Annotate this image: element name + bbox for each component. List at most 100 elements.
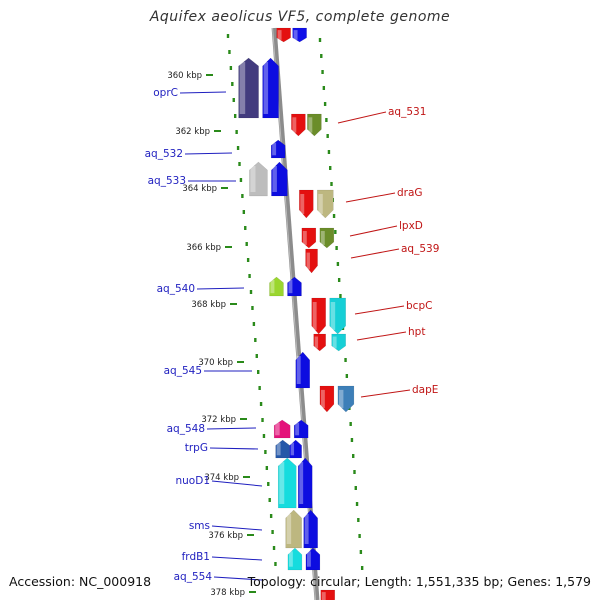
gene-right-label: hpt [408, 326, 425, 338]
gc-content-dot [269, 514, 273, 518]
kbp-tick-label: 362 kbp [175, 127, 210, 137]
kbp-tick-label: 378 kbp [210, 588, 245, 598]
gene-feature [269, 276, 284, 297]
gc-content-dot [236, 146, 240, 150]
gene-feature-shading [314, 336, 319, 349]
kbp-tick-label: 376 kbp [208, 531, 243, 541]
gc-content-dot [233, 114, 237, 118]
gc-content-dot [339, 294, 342, 298]
gene-left-label: nuoD1 [176, 475, 211, 487]
map-title: Aquifex aeolicus VF5, complete genome [149, 9, 451, 25]
gene-feature [273, 419, 291, 439]
gc-content-dot [251, 306, 254, 310]
gene-feature-shading [288, 279, 293, 294]
kbp-tick-label: 366 kbp [186, 243, 221, 253]
gene-feature-shading [302, 231, 307, 245]
gc-content-dot [326, 134, 329, 138]
gc-content-dot [252, 322, 256, 326]
gene-feature-shading [304, 514, 309, 544]
gc-content-dot [261, 418, 264, 422]
gene-feature [305, 547, 321, 571]
gene-left-leader-line [211, 480, 263, 487]
gene-left-label: aq_554 [174, 571, 213, 583]
gene-left-label: aq_532 [145, 148, 183, 160]
gc-content-dot [246, 258, 250, 262]
gc-content-dot [257, 370, 260, 374]
gc-content-dot [228, 50, 231, 54]
gene-right-leader-line [354, 305, 405, 315]
gene-right-label: aq_539 [401, 243, 439, 255]
gc-content-dot [239, 178, 243, 182]
gene-feature [287, 276, 302, 297]
gene-left-leader-line [211, 525, 263, 531]
gene-feature-shading [295, 422, 300, 436]
gc-content-dot [345, 374, 349, 378]
gene-feature [262, 57, 279, 119]
gc-content-dot [264, 450, 267, 454]
gene-feature [303, 509, 318, 549]
gene-right-leader-line [360, 389, 411, 398]
gene-feature-shading [338, 389, 344, 409]
gene-feature [337, 385, 355, 413]
gene-feature-shading [275, 422, 280, 436]
gc-content-dot [255, 354, 258, 358]
gene-right-label: lpxD [399, 220, 423, 232]
gc-content-dot [235, 130, 238, 134]
gc-content-dot [241, 194, 244, 198]
gene-feature [301, 227, 317, 249]
gene-feature [295, 351, 310, 389]
gene-feature-shading [239, 62, 246, 114]
gc-content-dot [262, 434, 266, 438]
gene-feature [299, 189, 314, 219]
gene-feature-shading [272, 166, 277, 192]
gc-content-dot [238, 162, 241, 166]
gc-content-dot [232, 98, 235, 102]
gc-content-dot [259, 402, 263, 406]
gene-feature [311, 297, 326, 335]
gc-content-dot [358, 534, 361, 538]
gene-left-label: sms [189, 520, 210, 532]
gc-content-dot [231, 82, 234, 86]
gc-content-dot [272, 546, 276, 550]
gene-feature-shading [312, 302, 317, 330]
gene-feature [276, 27, 291, 43]
gene-feature [238, 57, 259, 119]
gene-feature [270, 139, 286, 159]
gene-left-label: frdB1 [182, 551, 210, 563]
gc-content-dot [355, 502, 359, 506]
kbp-tick-label: 360 kbp [167, 71, 202, 81]
gc-content-dot [271, 530, 274, 534]
gene-right-leader-line [349, 225, 398, 237]
gc-content-dot [354, 486, 357, 490]
accession-text: Accession: NC_000918 [9, 574, 152, 589]
gene-right-leader-line [345, 192, 396, 203]
gene-left-label: aq_533 [148, 175, 186, 187]
gene-feature [305, 248, 318, 274]
gene-feature-shading [332, 336, 337, 349]
gene-feature [292, 27, 307, 43]
gene-feature [285, 509, 302, 549]
gene-left-label: oprC [153, 87, 178, 99]
gene-feature-shading [293, 30, 298, 40]
gene-feature [291, 113, 306, 137]
gene-feature-shading [272, 142, 277, 156]
gene-feature-shading [300, 194, 305, 214]
gene-left-leader-line [209, 447, 259, 450]
gene-feature-shading [318, 194, 323, 214]
gc-content-dot [337, 278, 341, 282]
gene-feature [307, 113, 322, 137]
gene-feature [249, 161, 268, 197]
gene-right-label: bcpC [406, 300, 432, 312]
gene-feature-shading [320, 389, 325, 409]
gene-feature [319, 385, 335, 413]
gene-feature-shading [330, 302, 336, 330]
gc-content-dot [353, 470, 356, 474]
gc-content-dot [332, 214, 336, 218]
gc-content-dot [274, 562, 277, 566]
gene-left-leader-line [184, 152, 233, 155]
kbp-tick-label: 364 kbp [182, 184, 217, 194]
gene-right-leader-line [337, 111, 387, 124]
gene-feature [329, 297, 346, 335]
